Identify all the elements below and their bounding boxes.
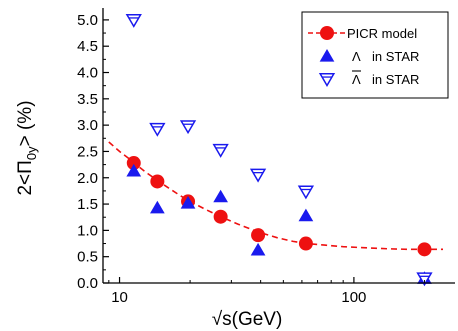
- data-point-picr: [251, 228, 266, 243]
- y-tick-label: 4.5: [77, 38, 98, 55]
- data-point-antilambda: [212, 143, 229, 158]
- y-tick-label: 5.0: [77, 12, 98, 29]
- y-tick-label: 0.5: [77, 249, 98, 266]
- data-point-picr: [417, 242, 432, 257]
- legend-item-picr: PICR model: [308, 26, 417, 41]
- data-point-antilambda: [125, 13, 142, 28]
- y-tick-label: 2.5: [77, 143, 98, 160]
- data-point-antilambda: [249, 168, 267, 183]
- data-point-lambda: [213, 189, 228, 203]
- y-axis-title: 2<Π0y> (%): [15, 100, 39, 195]
- data-point-picr: [126, 156, 141, 171]
- axes: 0.0 0.5 1.0 1.5 2.0 2.5 3.0 3.5 4.0 4.5 5.0 10 100: [77, 8, 455, 306]
- legend-label: PICR model: [347, 26, 417, 41]
- series-lambda: [126, 163, 432, 284]
- y-tick-label: 4.0: [77, 65, 98, 82]
- legend-marker-picr: [320, 26, 334, 40]
- x-tick-label: 10: [111, 289, 128, 306]
- data-point-picr: [298, 236, 313, 251]
- y-tick-label: 1.5: [77, 196, 98, 213]
- data-point-picr: [150, 174, 165, 189]
- legend-label: in STAR: [372, 72, 419, 87]
- data-point-lambda: [298, 208, 314, 222]
- legend-symbol: Λ: [352, 72, 361, 87]
- legend-marker-antilambda: [318, 73, 336, 87]
- data-point-antilambda: [179, 120, 197, 135]
- y-tick-label: 3.0: [77, 117, 98, 134]
- y-tick-label: 2.0: [77, 170, 98, 187]
- legend-marker-lambda: [319, 49, 335, 62]
- data-point-picr: [213, 209, 228, 224]
- y-tick-label: 3.5: [77, 91, 98, 108]
- data-point-lambda: [126, 163, 142, 177]
- series-picr: [126, 156, 432, 257]
- data-point-antilambda: [297, 185, 315, 200]
- data-point-lambda: [150, 200, 165, 214]
- data-point-lambda: [250, 242, 266, 256]
- legend-symbol: Λ: [352, 49, 361, 64]
- data-point-lambda: [180, 196, 196, 209]
- data-point-antilambda: [149, 122, 166, 137]
- series-antilambda: [125, 13, 433, 287]
- y-tick-label: 1.0: [77, 222, 98, 239]
- y-tick-label: 0.0: [77, 275, 98, 292]
- fit-curve: [108, 141, 443, 251]
- legend-label: in STAR: [372, 49, 419, 64]
- plot-area: [108, 13, 443, 287]
- x-axis-title: √s(GeV): [212, 309, 283, 330]
- data-point-antilambda: [416, 272, 433, 287]
- x-tick-label: 100: [341, 289, 366, 306]
